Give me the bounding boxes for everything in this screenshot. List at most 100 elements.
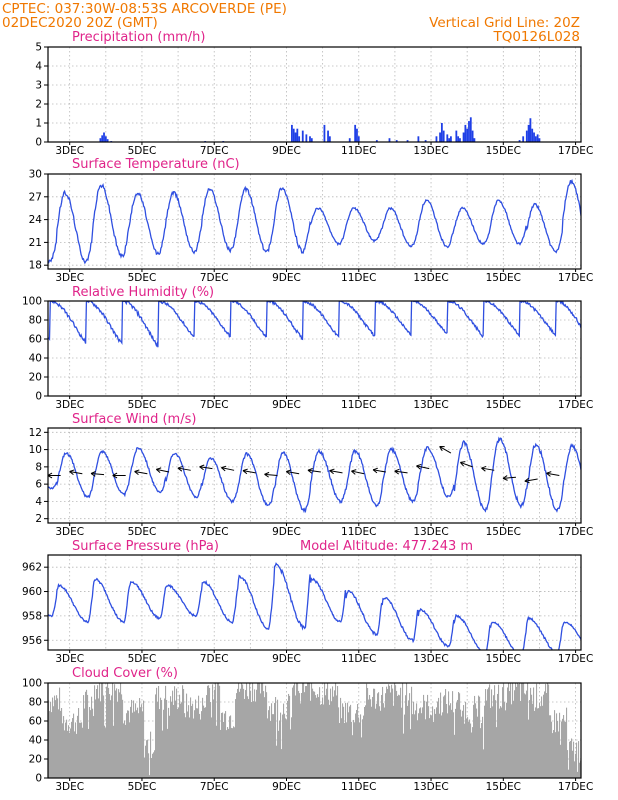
cloud-bar	[472, 727, 474, 778]
cloud-bar	[244, 698, 246, 778]
cloud-bar	[183, 688, 185, 778]
cloud-bar	[266, 692, 268, 778]
cloud-bar	[422, 707, 424, 778]
cloud-bar	[180, 703, 182, 778]
cloud-bar	[300, 703, 302, 778]
cloud-bar	[259, 683, 261, 778]
wind-arrow-shaft	[351, 470, 365, 475]
precip-bar	[328, 136, 331, 142]
cloud-bar	[161, 700, 163, 778]
cloud-bar	[428, 706, 430, 778]
cloud-bar	[355, 713, 357, 778]
cloud-bar	[142, 711, 144, 778]
cloud-bar	[549, 715, 551, 778]
wind-arrow	[351, 469, 365, 475]
cloud-bar	[445, 689, 447, 778]
header-date: 02DEC2020 20Z (GMT)	[2, 15, 158, 31]
cloud-bar	[442, 712, 444, 778]
cloud-bar	[138, 713, 140, 778]
cloud-bar	[333, 696, 335, 778]
precipitation-ytick-label: 1	[35, 118, 42, 130]
cloud-bar	[88, 728, 90, 778]
cloud-bar	[325, 695, 327, 778]
cloud-bar	[324, 683, 326, 778]
cloud-bar	[427, 694, 429, 778]
cloud-bar	[137, 707, 139, 778]
cloud-bar	[261, 683, 263, 778]
cloud-bar	[530, 687, 532, 778]
humidity-ytick-label: 100	[22, 296, 42, 308]
cloud-bar	[59, 687, 61, 778]
precip-bar	[533, 132, 535, 142]
precip-bar	[439, 132, 441, 142]
precip-bar	[294, 132, 297, 142]
cloud-bar	[238, 683, 240, 778]
cloud-bar	[65, 722, 67, 778]
cloud-bar	[209, 687, 211, 778]
humidity-panel: 0 20 40 60 80 100 3DEC 5DEC 7DEC 9DEC 11DEC 13DEC 15…	[22, 296, 593, 412]
wind-arrow	[242, 468, 256, 475]
cloud-bar	[61, 708, 63, 778]
pressure-xtick-label: 7DEC	[200, 653, 229, 665]
wind-arrow-head	[546, 471, 552, 474]
cloud-bar	[186, 693, 188, 778]
humidity-ytick-label: 60	[29, 334, 42, 346]
cloud-bar	[336, 695, 338, 778]
pressure-ytick-label: 956	[22, 635, 42, 647]
cloud-bar	[285, 718, 287, 778]
precip-bar	[301, 130, 304, 142]
wind-arrow-head	[524, 477, 530, 482]
cloud-bar	[193, 718, 195, 778]
cloud-bar	[240, 688, 242, 778]
cloud-bar	[541, 696, 543, 778]
precip-bar	[442, 130, 445, 142]
cloud-xtick-label: 11DEC	[341, 781, 376, 793]
cloud-bar	[235, 699, 237, 778]
cloud-bar	[151, 757, 153, 778]
cloud-bar	[554, 710, 556, 778]
cloud-bar	[346, 722, 348, 778]
cloud-bar	[81, 722, 83, 778]
cloud-bar	[194, 710, 196, 778]
cloud-bar	[173, 704, 175, 778]
wind-arrow-head	[264, 473, 269, 478]
cloud-bar	[419, 708, 421, 778]
cloud-bar	[103, 695, 105, 778]
precip-bar	[99, 138, 102, 142]
precip-bar	[440, 123, 443, 142]
cloud-bar	[563, 715, 565, 778]
cloud-bar	[56, 695, 58, 778]
precip-bar	[473, 138, 476, 142]
cloud-bar	[455, 708, 457, 778]
cloud-bar	[533, 687, 535, 778]
wind-arrow-head	[372, 467, 378, 471]
cloud-bar	[83, 695, 85, 778]
temperature-title: Surface Temperature (nC)	[72, 157, 240, 172]
cloud-bar	[239, 691, 241, 778]
cloud-bar	[365, 705, 367, 778]
cloud-bar	[431, 715, 433, 778]
cloud-bar	[267, 718, 269, 778]
cloud-bar	[531, 694, 533, 778]
cloud-bar	[349, 706, 351, 778]
cloud-xtick-label: 5DEC	[128, 781, 157, 793]
cloud-bar	[433, 721, 435, 778]
cloud-bar	[154, 750, 156, 778]
cloud-bar	[441, 715, 443, 778]
cloud-bar	[469, 719, 471, 778]
cloud-bar	[486, 700, 488, 778]
precip-bar	[101, 135, 104, 142]
cloud-bar	[542, 705, 544, 778]
cloud-bar	[418, 713, 420, 778]
wind-arrow-shaft	[286, 471, 300, 475]
cloud-bar	[140, 707, 142, 778]
cloud-bar	[488, 687, 490, 778]
cloud-bar	[80, 722, 82, 778]
cloud-bar	[532, 703, 534, 778]
wind-arrow-shaft	[329, 470, 343, 474]
cloud-bar	[99, 683, 101, 778]
temperature-data	[48, 178, 581, 265]
pressure-title: Surface Pressure (hPa)	[72, 539, 219, 554]
cloud-bar	[546, 692, 548, 778]
cloud-bar	[338, 707, 340, 778]
